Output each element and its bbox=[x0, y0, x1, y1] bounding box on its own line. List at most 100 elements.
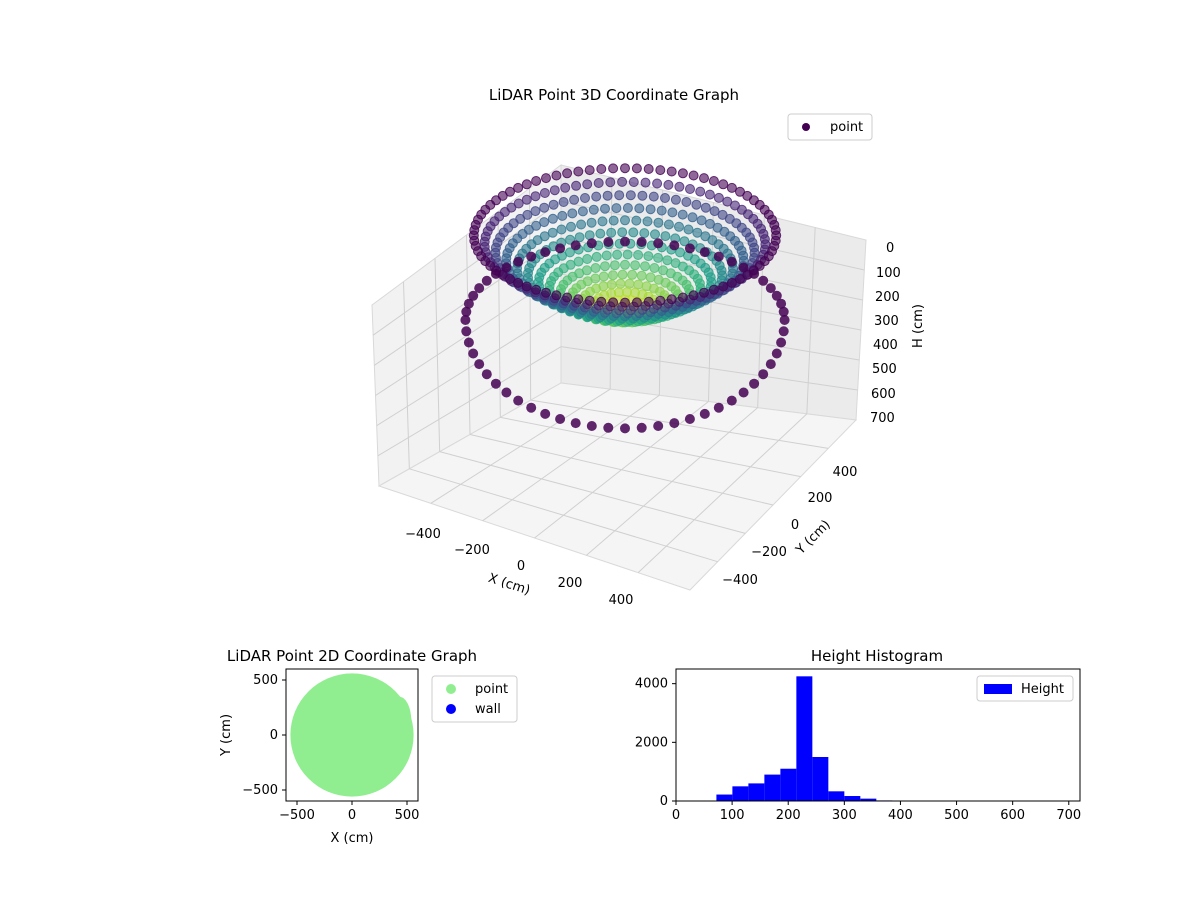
data-point bbox=[778, 326, 789, 337]
data-point bbox=[593, 178, 604, 188]
data-point bbox=[643, 251, 654, 262]
histogram-bar bbox=[764, 774, 781, 801]
data-point bbox=[726, 277, 737, 288]
data-point bbox=[576, 219, 587, 230]
z-axis-ticks-3d: 0 100 200 300 400 500 600 700 bbox=[870, 241, 901, 426]
z-tick-label: 400 bbox=[873, 338, 898, 353]
data-point bbox=[628, 227, 639, 238]
data-point bbox=[653, 421, 664, 431]
data-point bbox=[617, 176, 628, 187]
histogram-title: Height Histogram bbox=[811, 647, 943, 665]
data-point bbox=[652, 178, 663, 189]
data-point bbox=[490, 378, 501, 389]
data-point bbox=[611, 203, 622, 214]
data-point bbox=[577, 206, 588, 217]
data-point bbox=[670, 194, 681, 205]
data-point bbox=[695, 186, 706, 197]
data-point bbox=[688, 290, 699, 301]
z-tick-label: 0 bbox=[886, 241, 894, 256]
data-point bbox=[637, 190, 648, 201]
data-point bbox=[584, 230, 595, 241]
data-point bbox=[642, 216, 653, 227]
data-point bbox=[643, 296, 654, 307]
data-point bbox=[634, 203, 645, 214]
z-axis-label-3d: H (cm) bbox=[911, 304, 926, 348]
data-point bbox=[530, 206, 541, 217]
data-point bbox=[530, 191, 541, 202]
data-point bbox=[738, 262, 749, 273]
data-point bbox=[531, 284, 542, 295]
data-point bbox=[620, 423, 630, 434]
legend-marker-point bbox=[802, 123, 810, 131]
data-point bbox=[620, 259, 630, 270]
data-point bbox=[612, 249, 623, 260]
data-point bbox=[708, 176, 719, 186]
data-point bbox=[551, 170, 562, 181]
grid-line bbox=[434, 258, 441, 452]
data-point bbox=[681, 197, 692, 207]
y-tick-label: 500 bbox=[253, 673, 278, 688]
data-point bbox=[699, 247, 710, 258]
x-tick-label: 500 bbox=[944, 808, 969, 823]
data-point bbox=[548, 199, 559, 210]
data-point bbox=[608, 297, 619, 308]
data-point bbox=[631, 297, 642, 308]
data-point bbox=[749, 268, 760, 279]
plot-2d-xlabel: X (cm) bbox=[331, 831, 374, 846]
data-point bbox=[468, 348, 479, 359]
data-point bbox=[573, 166, 584, 177]
histogram-bar bbox=[812, 757, 829, 801]
x-tick-label: 200 bbox=[558, 576, 583, 591]
x-tick-label: 0 bbox=[672, 808, 680, 823]
data-point bbox=[601, 250, 612, 261]
legend-histogram: Height bbox=[976, 675, 1074, 702]
data-point bbox=[640, 261, 650, 272]
y-tick-label: 2000 bbox=[635, 735, 668, 750]
plot-histogram: Height Histogram 0 100 200 300 400 500 600 7000… bbox=[635, 647, 1081, 823]
data-point bbox=[722, 196, 733, 207]
y-tick-label: 4000 bbox=[635, 677, 668, 692]
data-point bbox=[683, 224, 694, 235]
data-point bbox=[624, 278, 635, 289]
data-point bbox=[463, 298, 474, 309]
data-point bbox=[608, 270, 618, 281]
data-point bbox=[713, 251, 724, 262]
data-point bbox=[696, 215, 707, 226]
data-point bbox=[726, 395, 737, 406]
histogram-bar bbox=[780, 768, 797, 801]
x-tick-label: 0 bbox=[517, 559, 525, 574]
data-point bbox=[582, 254, 593, 264]
data-point bbox=[597, 216, 608, 227]
y-tick-label: 400 bbox=[833, 465, 858, 480]
data-point bbox=[765, 359, 776, 370]
data-point bbox=[726, 182, 737, 193]
data-point bbox=[630, 260, 641, 271]
data-point bbox=[708, 284, 719, 295]
data-point bbox=[648, 191, 659, 202]
data-point bbox=[662, 255, 673, 266]
data-point bbox=[608, 163, 619, 174]
data-point bbox=[608, 215, 619, 226]
data-point bbox=[625, 190, 636, 201]
data-point bbox=[640, 177, 651, 188]
data-point bbox=[617, 269, 628, 280]
data-point bbox=[649, 263, 660, 273]
plot-2d-title: LiDAR Point 2D Coordinate Graph bbox=[227, 647, 477, 665]
data-point bbox=[596, 296, 607, 307]
x-tick-label: 200 bbox=[776, 808, 801, 823]
data-point bbox=[603, 422, 614, 433]
data-point bbox=[633, 279, 644, 290]
x-tick-label: −200 bbox=[454, 543, 490, 558]
data-point bbox=[685, 184, 695, 194]
data-point bbox=[614, 190, 625, 201]
histogram-bar bbox=[796, 676, 813, 801]
data-point bbox=[526, 402, 537, 413]
data-point bbox=[666, 166, 677, 177]
data-point bbox=[461, 326, 472, 337]
data-point bbox=[643, 164, 654, 174]
data-point bbox=[566, 221, 576, 232]
data-point bbox=[555, 414, 566, 424]
data-point bbox=[653, 217, 664, 228]
histogram-bar bbox=[860, 798, 877, 801]
